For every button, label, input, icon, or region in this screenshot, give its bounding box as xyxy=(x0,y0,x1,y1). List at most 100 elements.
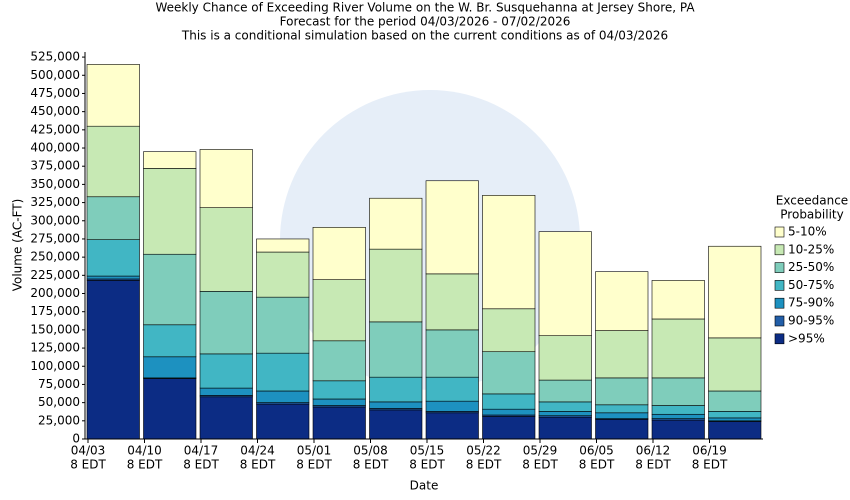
bar-segment xyxy=(651,413,705,419)
bar-segment xyxy=(595,404,649,414)
x-tick-label: 06/19 xyxy=(692,444,727,458)
x-tick-label: 05/15 xyxy=(410,444,445,458)
x-tick-sublabel: 8 EDT xyxy=(183,458,219,472)
bar-segment xyxy=(369,401,423,409)
bar-segment xyxy=(425,376,479,402)
bar-segment xyxy=(199,353,253,389)
bar-segment xyxy=(143,378,197,440)
y-tick-label: 500,000 xyxy=(30,68,80,82)
y-tick-label: 475,000 xyxy=(30,86,80,100)
bar-segment xyxy=(708,417,762,422)
bar-segment xyxy=(143,168,197,255)
chart-subtitle: This is a conditional simulation based o… xyxy=(181,29,668,43)
bar-segment xyxy=(86,280,140,440)
bar-segment xyxy=(425,412,479,440)
y-tick-label: 425,000 xyxy=(30,122,80,136)
x-tick-label: 04/10 xyxy=(127,444,162,458)
legend-swatch xyxy=(774,280,785,291)
x-tick-sublabel: 8 EDT xyxy=(692,458,728,472)
bar-segment xyxy=(595,419,649,440)
bar-segment xyxy=(708,245,762,339)
bar-segment xyxy=(143,151,197,169)
bar-segment xyxy=(708,390,762,412)
y-tick-label: 100,000 xyxy=(30,359,80,373)
legend-swatch xyxy=(774,244,785,256)
bar-segment xyxy=(482,308,536,353)
y-tick-label: 525,000 xyxy=(30,50,80,64)
legend-swatch xyxy=(774,226,785,238)
bar-segment xyxy=(256,390,310,403)
bar-segment xyxy=(312,380,366,400)
y-tick-label: 125,000 xyxy=(30,341,80,355)
bar-segment xyxy=(482,393,536,410)
bar-segment xyxy=(199,291,253,355)
y-tick-label: 75,000 xyxy=(38,377,80,391)
bar-segment xyxy=(143,356,197,379)
bar-segment xyxy=(425,273,479,331)
x-tick-sublabel: 8 EDT xyxy=(579,458,615,472)
y-tick-label: 350,000 xyxy=(30,177,80,191)
x-tick-label: 04/24 xyxy=(240,444,275,458)
legend-label: 25-50% xyxy=(788,260,834,274)
bar-segment xyxy=(312,340,366,382)
bar-segment xyxy=(538,416,592,440)
bar-segment xyxy=(708,421,762,440)
y-tick-label: 225,000 xyxy=(30,268,80,282)
legend-label: 5-10% xyxy=(788,225,827,239)
x-tick-sublabel: 8 EDT xyxy=(466,458,502,472)
legend-title: Exceedance xyxy=(776,194,848,208)
x-tick-sublabel: 8 EDT xyxy=(240,458,276,472)
bar-segment xyxy=(369,248,423,323)
bar-segment xyxy=(86,196,140,240)
legend-label: 90-95% xyxy=(788,314,834,328)
bar-segment xyxy=(595,377,649,406)
y-tick-label: 275,000 xyxy=(30,231,80,245)
legend-swatch xyxy=(774,315,785,327)
x-tick-label: 05/01 xyxy=(297,444,332,458)
y-axis-label: Volume (AC-FT) xyxy=(11,199,25,292)
bar-segment xyxy=(651,419,705,440)
bar-segment xyxy=(651,280,705,320)
bar-segment xyxy=(143,324,197,358)
x-axis-label: Date xyxy=(410,479,439,493)
bar-segment xyxy=(369,197,423,250)
x-tick-label: 06/05 xyxy=(579,444,614,458)
x-tick-sublabel: 8 EDT xyxy=(353,458,389,472)
bar-segment xyxy=(256,296,310,354)
bar-segment xyxy=(312,406,366,440)
y-tick-label: 0 xyxy=(72,432,80,446)
bar-segment xyxy=(538,231,592,337)
bar-segment xyxy=(256,251,310,298)
bar-segment xyxy=(651,377,705,406)
x-tick-label: 05/29 xyxy=(523,444,558,458)
bar-segment xyxy=(312,398,366,406)
bar-segment xyxy=(425,180,479,275)
bar-segment xyxy=(538,401,592,412)
bar-segment xyxy=(86,275,140,280)
legend-swatch xyxy=(774,262,785,273)
bar-segment xyxy=(482,416,536,440)
legend-label: 50-75% xyxy=(788,278,834,292)
x-tick-sublabel: 8 EDT xyxy=(70,458,106,472)
bar-segment xyxy=(256,403,310,440)
bar-segment xyxy=(482,195,536,310)
bar-segment xyxy=(312,279,366,342)
x-tick-sublabel: 8 EDT xyxy=(635,458,671,472)
x-tick-sublabel: 8 EDT xyxy=(296,458,332,472)
y-tick-label: 400,000 xyxy=(30,141,80,155)
chart-title: Weekly Chance of Exceeding River Volume … xyxy=(155,1,695,15)
x-tick-label: 05/22 xyxy=(466,444,501,458)
bar-segment xyxy=(708,411,762,419)
y-tick-label: 150,000 xyxy=(30,322,80,336)
bar-segment xyxy=(369,376,423,403)
y-tick-label: 200,000 xyxy=(30,286,80,300)
x-tick-label: 04/17 xyxy=(184,444,219,458)
bar-segment xyxy=(425,329,479,378)
bar-segment xyxy=(538,379,592,403)
legend-swatch xyxy=(774,333,785,345)
bar-segment xyxy=(482,351,536,395)
y-tick-label: 25,000 xyxy=(38,413,80,427)
x-tick-label: 05/08 xyxy=(353,444,388,458)
bar-segment xyxy=(651,405,705,415)
